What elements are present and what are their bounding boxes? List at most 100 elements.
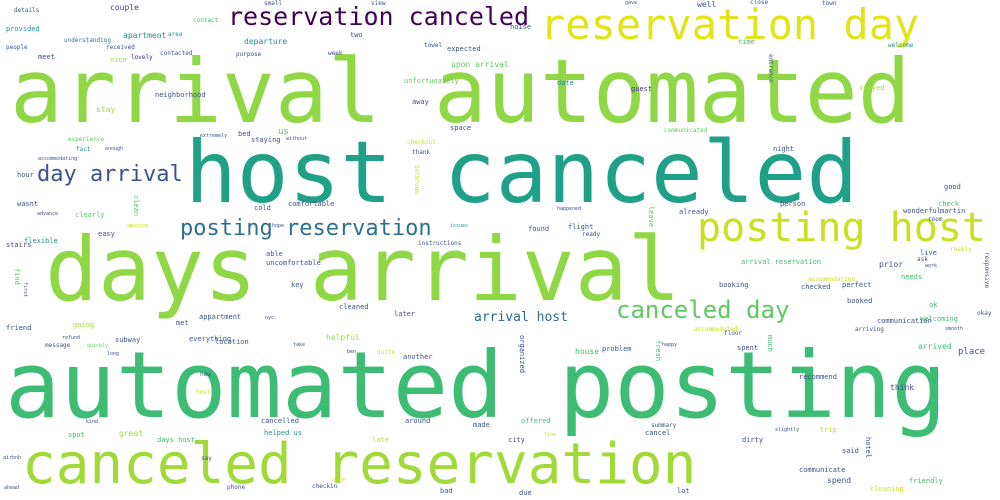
word-small: house [575,347,600,356]
word-small: space [450,124,472,132]
word-small: say [201,455,212,462]
word-small: another [403,353,433,361]
word-small: noise [510,23,532,31]
word-small: booked [847,297,873,305]
word-small: cancel [645,429,671,437]
word-small: kind [86,419,99,425]
word-small: communicated [664,127,708,134]
word-small: summary [651,422,677,429]
word-small: anne [333,477,346,483]
word-small: fact [76,146,91,153]
word-small: host [196,389,211,396]
word-small: spot [68,431,85,439]
word-small: martin [940,207,966,215]
word-small: small [264,0,283,7]
word-arrival-automated: arrival automated [10,40,911,143]
word-automated-posting: automated posting [5,332,947,439]
word-small: lovely [131,54,153,61]
word-small: going [73,321,95,329]
word-small: ok [929,301,938,309]
word-small: phone [227,484,246,491]
word-small: contact [193,17,219,24]
word-small: stay [96,105,116,114]
word-small: take [293,342,306,348]
word-small: made [473,421,490,429]
word-small: think [890,383,915,392]
word-small: ask [917,256,928,263]
word-small: bed [238,130,251,138]
word-small: accommodation [808,276,855,283]
word-reservation-day: reservation day [540,0,920,49]
word-small: close [750,0,769,6]
word-small: great [119,429,144,438]
word-small-vertical: fresh [654,340,662,362]
word-small: airbnb [3,455,22,461]
word-small: good [944,183,961,191]
word-small: quickly [87,343,109,349]
word-small: helpful [326,333,360,342]
word-small: able [266,250,283,258]
word-small: cleaning [870,485,904,493]
word-day-arrival: day arrival [37,162,183,187]
word-small-vertical: first [22,282,28,298]
word-small: accommodated [694,326,738,333]
word-small: spent [737,344,759,352]
word-small-vertical: bathroom [413,165,420,194]
word-small: offered [521,417,551,425]
word-small: uncomfortable [266,259,321,267]
word-small: guest [631,85,653,93]
word-small: city [508,436,525,444]
word-small: around [405,417,431,425]
word-small: met [176,319,189,327]
word-small: amazing [127,223,149,229]
word-small-vertical: entrance [767,54,774,83]
word-small: okay [977,310,992,317]
word-small: easy [98,230,115,238]
word-small: live [920,249,937,257]
word-small: arriving [855,326,884,333]
word-small: room [928,216,943,223]
word-small: meet [38,53,55,61]
word-small: appartment [199,313,242,321]
word-small: bad [440,487,453,495]
word-small: subway [115,336,141,344]
word-small-vertical: much [766,335,774,352]
word-small: hour [17,171,34,179]
word-small: stairs [6,241,32,249]
word-small: location [215,338,249,346]
word-small: work [925,263,938,269]
word-small: trip [820,426,837,434]
word-small: due [519,489,532,497]
word-small: upon arrival [451,60,509,69]
word-small: wonderful [903,207,941,215]
word-small: nice [110,56,127,64]
word-small: friend [6,324,32,332]
word-small: couple [110,3,139,12]
word-small: flight [568,223,594,231]
word-small: new [200,371,211,378]
word-posting-reservation: posting reservation [180,216,432,241]
word-small: thank [412,149,431,156]
word-small: person [780,200,806,208]
word-small: problem [602,345,632,353]
word-small: enough [105,146,124,152]
word-small: late [372,436,389,444]
word-small: flexible [24,237,58,245]
word-small-vertical: find [13,268,21,285]
word-small: well [697,0,717,9]
word-small: arrived [918,342,952,351]
word-small: dirty [742,436,764,444]
word-small: provided [6,25,40,33]
word-small: helped us [264,429,302,437]
word-small: understanding [64,37,111,44]
word-small-vertical: leave [647,206,655,228]
word-reservation-canceled: reservation canceled [228,2,530,31]
word-small: gave [625,0,638,6]
word-small: week [328,50,343,57]
word-small-vertical: responsive [983,252,990,289]
word-small: everything [189,335,232,343]
word-small: towel [424,42,443,49]
word-small: extremely [200,133,228,139]
word-small: time [738,38,755,46]
